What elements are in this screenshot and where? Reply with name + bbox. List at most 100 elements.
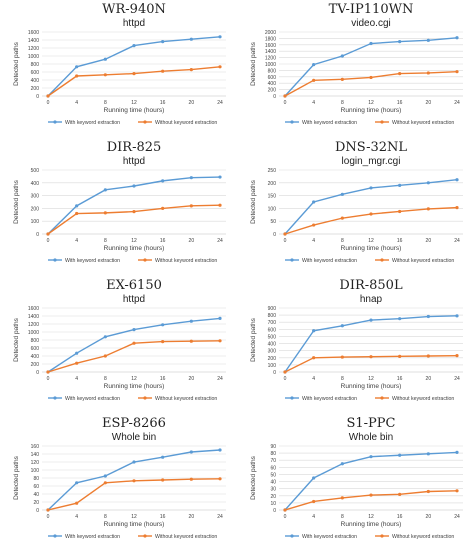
data-point	[103, 481, 107, 485]
series-line	[47, 340, 221, 373]
data-point	[398, 354, 402, 358]
chart-panel-dns-32nl: DNS-32NL login_mgr.cgi 0 50 100 150 200 250 0 4 8 1…	[237, 138, 474, 276]
legend-label: With keyword extraction	[302, 396, 357, 402]
data-point	[103, 335, 107, 339]
x-tick-label: 0	[284, 514, 287, 520]
y-tick-label: 60	[33, 484, 39, 490]
chart-panel-ex-6150: EX-6150 httpd 0 200 400 600 800 1000 1200 1400 160…	[0, 276, 237, 414]
data-point	[46, 94, 50, 98]
x-tick-label: 24	[217, 100, 223, 106]
series-line	[284, 206, 458, 235]
chart-subtitle: httpd	[123, 294, 145, 305]
x-tick-label: 20	[426, 376, 432, 382]
data-point	[218, 175, 222, 179]
x-tick-label: 16	[397, 514, 403, 520]
chart-subtitle: httpd	[123, 156, 145, 167]
data-point	[312, 329, 316, 333]
y-axis-label: Detected paths	[13, 179, 20, 223]
data-point	[75, 501, 79, 505]
x-tick-label: 4	[312, 514, 315, 520]
x-tick-label: 12	[131, 376, 137, 382]
x-tick-label: 24	[217, 238, 223, 244]
y-tick-label: 600	[268, 327, 277, 333]
data-point	[132, 210, 136, 214]
data-point	[340, 496, 344, 500]
x-tick-label: 20	[189, 238, 195, 244]
data-point	[75, 361, 79, 365]
data-point	[46, 232, 50, 236]
chart-panel-dir-850l: DIR-850L hnap 0 100 200 300 400 500 600 700 800 900…	[237, 276, 474, 414]
x-axis-label: Running time (hours)	[341, 245, 402, 252]
chart-subtitle: Whole bin	[112, 432, 156, 443]
data-point	[369, 75, 373, 80]
y-tick-label: 0	[273, 370, 276, 376]
data-point	[161, 179, 165, 183]
x-axis-label: Running time (hours)	[341, 107, 402, 114]
x-tick-label: 8	[104, 100, 107, 106]
x-tick-label: 4	[312, 376, 315, 382]
data-point	[161, 69, 165, 73]
y-tick-label: 500	[268, 334, 277, 340]
y-tick-label: 1600	[265, 43, 276, 49]
y-tick-label: 100	[31, 468, 40, 474]
y-tick-label: 200	[31, 206, 40, 212]
x-tick-label: 24	[454, 376, 460, 382]
x-axis-label: Running time (hours)	[104, 383, 165, 390]
legend-label: Without keyword extraction	[155, 120, 217, 126]
x-tick-label: 16	[160, 376, 166, 382]
line-chart: EX-6150httpd0200400600800100012001400160…	[13, 278, 226, 402]
data-point	[455, 36, 459, 40]
data-point	[161, 478, 165, 482]
line-chart: TV-IP110WNvideo.cgi020040060080010001200…	[250, 2, 463, 126]
data-point	[426, 489, 430, 494]
x-tick-label: 0	[47, 238, 50, 244]
y-tick-label: 80	[270, 451, 276, 457]
data-point	[75, 74, 79, 78]
y-tick-label: 500	[31, 168, 40, 174]
data-point	[189, 339, 193, 343]
chart-title: DNS-32NL	[335, 140, 407, 155]
y-tick-label: 900	[268, 306, 277, 312]
y-tick-label: 1400	[28, 38, 39, 44]
data-point	[426, 38, 430, 42]
y-tick-label: 400	[31, 181, 40, 187]
y-tick-label: 80	[33, 476, 39, 482]
data-point	[218, 35, 222, 39]
data-point	[218, 448, 222, 452]
y-axis-label: Detected paths	[13, 455, 20, 499]
y-tick-label: 1400	[28, 314, 39, 320]
legend-label: With keyword extraction	[302, 120, 357, 126]
y-axis-label: Detected paths	[250, 455, 257, 499]
y-tick-label: 1400	[265, 49, 276, 55]
data-point	[189, 450, 193, 454]
y-tick-label: 1200	[28, 46, 39, 52]
legend-label: Without keyword extraction	[155, 258, 217, 264]
data-point	[103, 354, 107, 358]
x-axis-label: Running time (hours)	[341, 383, 402, 390]
y-tick-label: 200	[31, 362, 40, 368]
y-tick-label: 100	[268, 363, 277, 369]
y-tick-label: 1600	[28, 306, 39, 312]
legend-label: Without keyword extraction	[392, 258, 454, 264]
legend-marker	[53, 534, 57, 538]
y-tick-label: 50	[270, 219, 276, 225]
series-line	[47, 478, 221, 511]
legend-label: Without keyword extraction	[392, 396, 454, 402]
x-tick-label: 0	[284, 100, 287, 106]
y-tick-label: 20	[270, 494, 276, 500]
data-point	[312, 223, 316, 227]
x-tick-label: 4	[75, 238, 78, 244]
data-point	[75, 211, 79, 216]
legend-label: With keyword extraction	[65, 258, 120, 264]
data-point	[103, 211, 107, 215]
x-tick-label: 4	[75, 100, 78, 106]
y-tick-label: 50	[270, 472, 276, 478]
data-point	[369, 318, 373, 322]
data-point	[161, 206, 165, 210]
x-tick-label: 8	[104, 376, 107, 382]
data-point	[46, 370, 50, 374]
chart-title: TV-IP110WN	[329, 2, 414, 17]
data-point	[75, 481, 79, 485]
line-chart: WR-940Nhttpd0200400600800100012001400160…	[13, 2, 226, 126]
